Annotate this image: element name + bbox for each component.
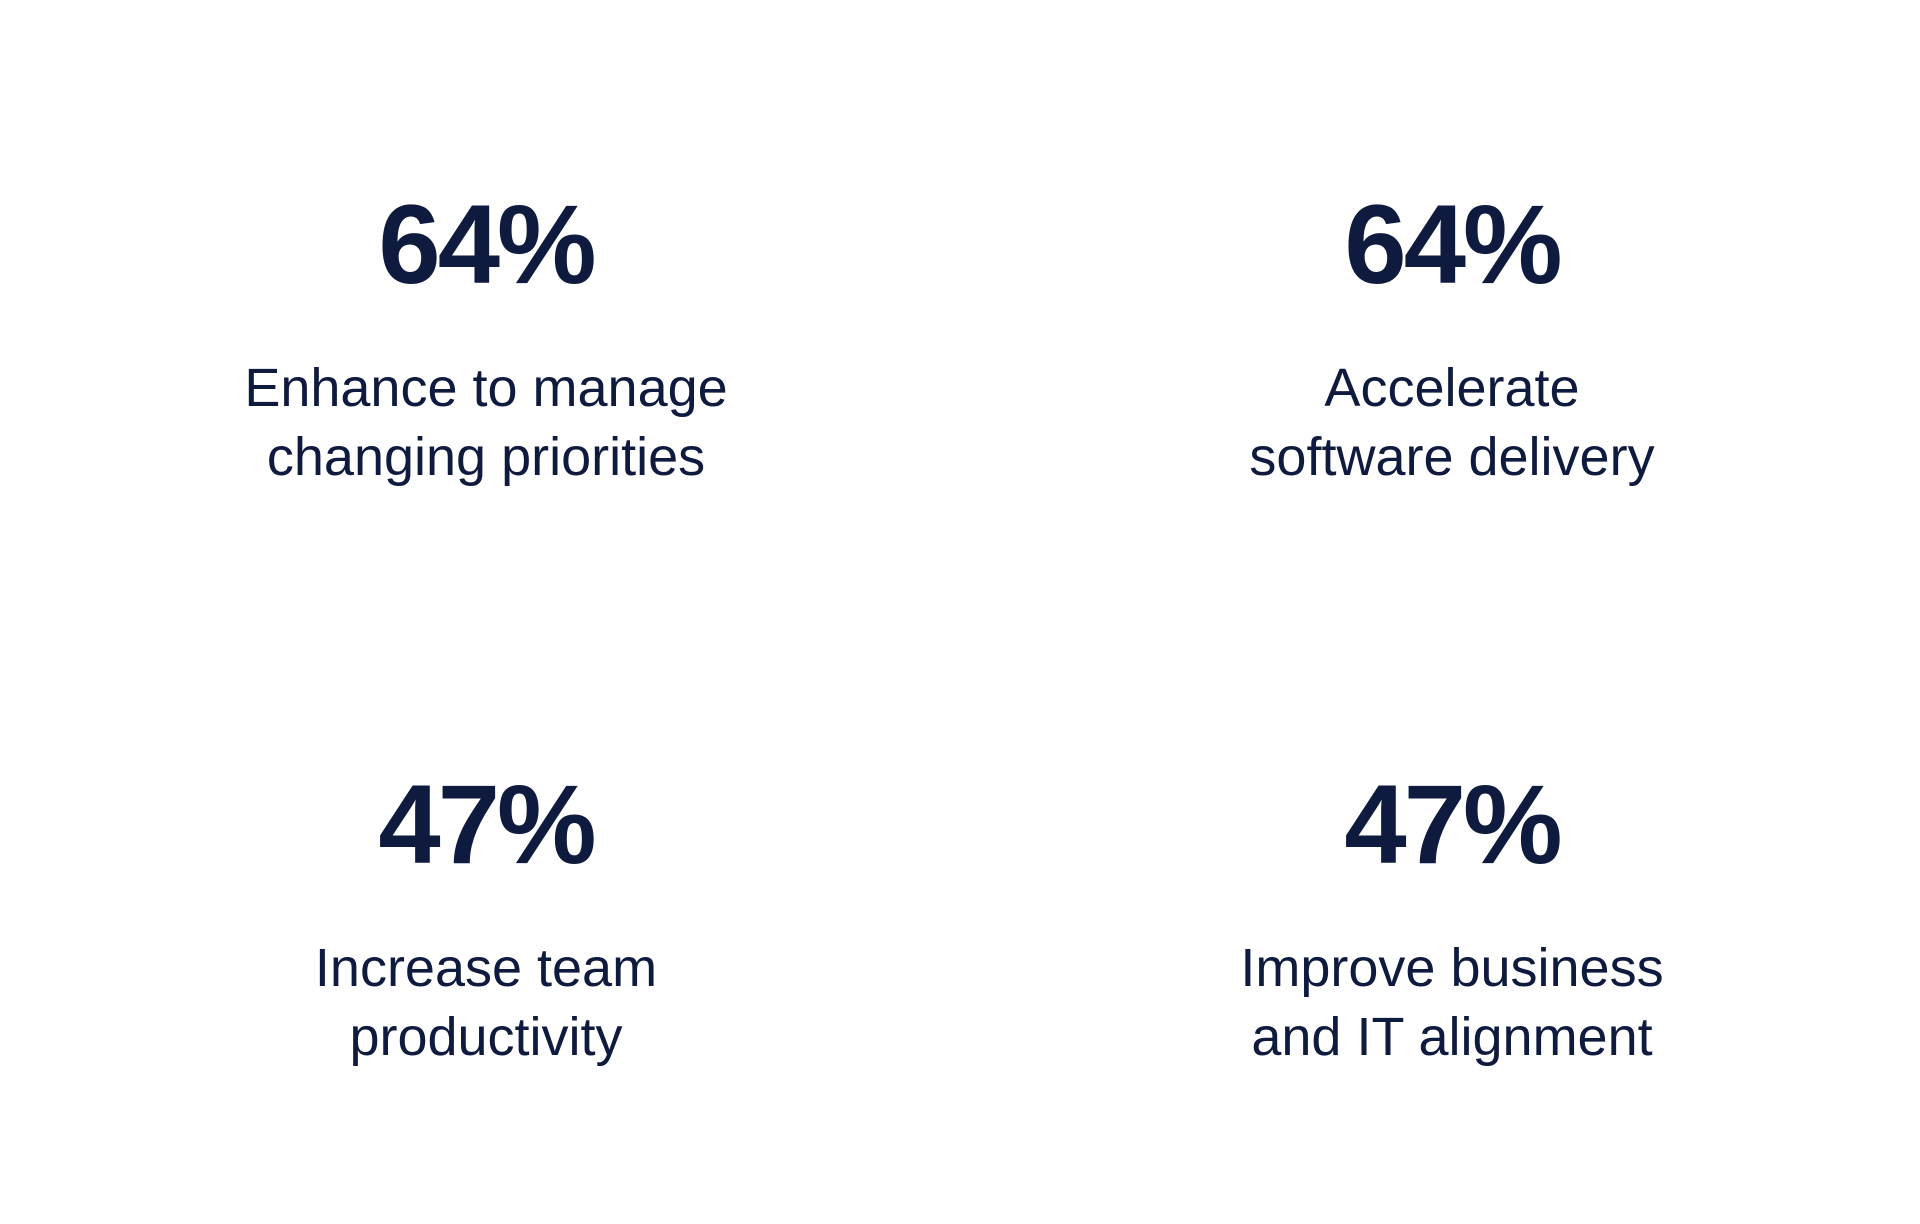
stat-card: 47% Improve business and IT alignment [1052,760,1852,1072]
stat-label: Increase team productivity [86,934,886,1072]
stat-card: 47% Increase team productivity [86,760,886,1072]
label-line: Accelerate [1324,358,1580,418]
stat-label: Enhance to manage changing priorities [86,354,886,492]
stat-value: 47% [1344,762,1562,887]
stat-card: 64% Enhance to manage changing prioritie… [86,180,886,492]
label-line: productivity [349,1007,623,1067]
stat-label: Accelerate software delivery [1052,354,1852,492]
stat-card: 64% Accelerate software delivery [1052,180,1852,492]
stat-value: 47% [378,762,596,887]
label-line: Enhance to manage [244,358,728,418]
stat-value: 64% [378,182,596,307]
label-line: and IT alignment [1251,1007,1653,1067]
label-line: Increase team [314,938,658,998]
label-line: changing priorities [266,427,706,487]
stat-label: Improve business and IT alignment [1052,934,1852,1072]
label-line: Improve business [1240,938,1664,998]
label-line: software delivery [1249,427,1655,487]
stat-value: 64% [1344,182,1562,307]
